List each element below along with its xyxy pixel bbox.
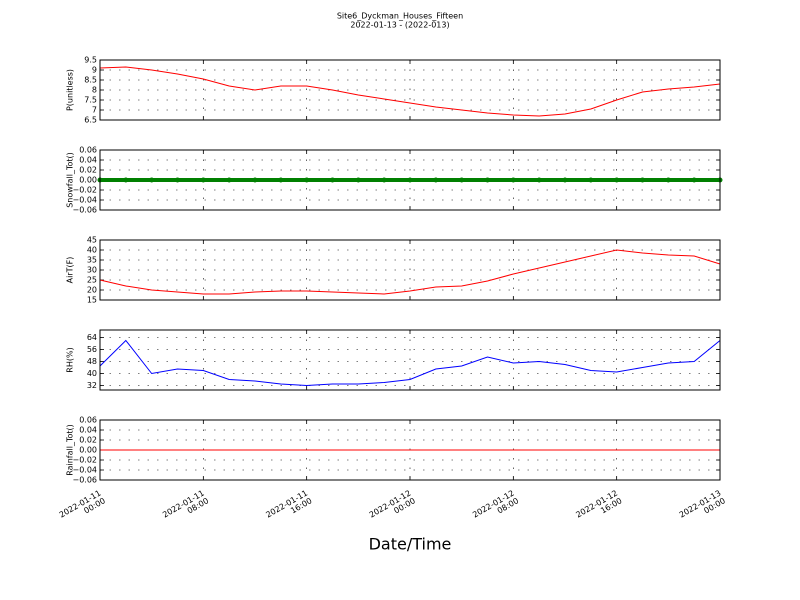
data-point [252,177,258,183]
y-axis-label: AirT(F) [66,257,75,284]
x-tick-label: 2022-01-1216:00 [574,488,623,527]
data-point [640,177,645,183]
chart-title: Site6_Dyckman_Houses_Fifteen [337,12,463,21]
y-axis-label: Snowfall_Tot() [66,152,75,208]
data-point [433,177,439,183]
data-point [407,177,413,183]
y-tick-label: −0.04 [72,196,97,205]
y-tick-label: 40 [87,246,97,255]
plot-frame [99,59,721,121]
data-point [330,177,335,183]
y-axis-label: Rainfall_Tot() [66,424,75,476]
y-tick-label: 0.02 [79,166,97,175]
y-tick-label: −0.06 [72,476,97,485]
data-point [536,177,542,183]
data-point [510,177,516,183]
y-tick-label: 35 [87,256,97,265]
y-tick-label: 40 [87,369,97,378]
y-tick-label: 0.04 [79,426,97,435]
data-point [175,177,180,183]
chart-subtitle: 2022-01-13 - (2022-013) [350,21,449,30]
data-point [226,177,232,183]
y-tick-label: 25 [87,276,97,285]
plot-frame [99,239,721,301]
y-tick-label: 0.06 [79,416,97,425]
y-tick-label: 32 [87,381,97,390]
data-point [123,177,129,183]
y-tick-label: 7.5 [84,96,97,105]
y-tick-label: 0.06 [79,146,97,155]
x-tick-label: 2022-01-1208:00 [471,488,520,527]
y-tick-label: 20 [87,286,97,295]
y-tick-label: 64 [87,333,97,342]
data-line [99,339,721,387]
x-tick-label: 2022-01-1116:00 [264,488,313,527]
y-tick-label: 7 [92,106,97,115]
data-point [200,177,206,183]
x-tick-label: 2022-01-1108:00 [161,488,210,527]
y-tick-label: 45 [87,236,97,245]
y-tick-label: −0.04 [72,466,97,475]
data-point [614,177,620,183]
y-tick-label: 9.5 [84,56,97,65]
data-point [149,177,155,183]
data-point [459,177,465,183]
y-tick-label: 48 [87,357,97,366]
y-tick-label: −0.06 [72,206,97,215]
plot-frame [99,419,721,481]
y-tick-label: 15 [87,296,97,305]
y-tick-label: 0.00 [79,446,97,455]
y-tick-label: 0.02 [79,436,97,445]
data-point [304,177,310,183]
y-axis-label: P(unitless) [66,69,75,111]
data-point [562,177,568,183]
data-point [588,177,594,183]
y-tick-label: 8 [92,86,97,95]
data-point [355,177,361,183]
y-axis-label: RH(%) [66,347,75,372]
y-tick-label: 0.00 [79,176,97,185]
plot-frame [99,149,721,211]
data-point [381,177,387,183]
y-tick-label: −0.02 [72,456,97,465]
data-point [691,177,697,183]
y-tick-label: 56 [87,345,97,354]
data-point [278,177,284,183]
y-tick-label: 30 [87,266,97,275]
y-tick-label: 9 [92,66,97,75]
x-tick-label: 2022-01-1100:00 [57,488,106,527]
y-tick-label: 0.04 [79,156,97,165]
data-line [99,66,721,117]
y-tick-label: 8.5 [84,76,97,85]
data-point [485,177,490,183]
x-axis-label: Date/Time [369,535,452,554]
data-line [99,249,721,295]
y-tick-label: −0.02 [72,186,97,195]
data-point [665,177,671,183]
y-tick-label: 6.5 [84,116,97,125]
x-tick-label: 2022-01-1300:00 [677,488,726,527]
plot-frame [99,329,721,391]
x-tick-label: 2022-01-1200:00 [367,488,416,527]
